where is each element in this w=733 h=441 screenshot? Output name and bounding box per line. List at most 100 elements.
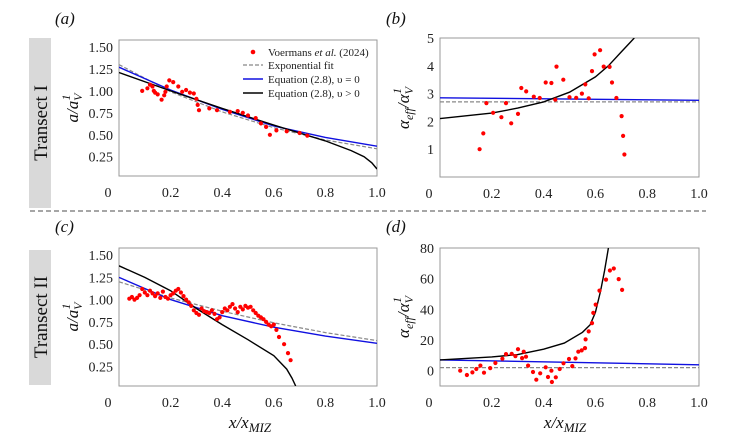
y-tick-label: 0.75 [89,107,114,122]
data-point [619,114,624,119]
data-point [209,308,214,313]
data-point [464,372,469,378]
panel-label-a: (a) [55,9,75,28]
data-point [499,115,504,120]
panel-label-d: (d) [386,217,406,236]
data-point [267,132,272,137]
data-point [227,304,232,309]
data-point [500,356,505,361]
data-point [591,310,596,315]
y-axis-label-b: αeff/αV1 [390,85,416,129]
data-point [297,130,302,136]
x-tick-label: 0 [105,396,112,411]
data-point [155,92,160,97]
y-tick-label: 0.25 [89,151,114,166]
x-tick-label: 0.2 [483,187,501,202]
data-point [537,95,542,101]
y-tick-label: 1.25 [89,63,114,78]
x-tick-label: 0.2 [483,396,501,411]
data-point [212,311,217,316]
x-axis-label-d: x/xMIZ [543,413,587,435]
data-point [576,349,581,354]
data-point [589,69,595,74]
data-point [493,360,498,366]
y-tick-label: 4 [427,60,434,75]
transect-1-label: Transect I [31,85,52,161]
y-tick-label: 40 [420,303,434,318]
legend-label-eq0: Equation (2.8), υ = 0 [268,74,360,86]
data-point [158,295,163,300]
x-tick-label: 0 [426,187,433,202]
data-point [583,337,588,342]
data-point [478,363,483,368]
x-tick-label: 0.8 [638,187,656,202]
plot-frame [118,247,378,387]
x-tick-label: 0 [105,186,112,201]
data-point [538,371,543,376]
data-point [164,84,169,89]
equation-vpos-line [440,248,610,361]
data-point [189,303,194,308]
data-point [567,95,572,100]
y-tick-label: 1.50 [89,41,114,56]
data-point [611,266,616,271]
data-point [509,121,514,126]
data-point [477,147,482,152]
data-point [227,109,232,114]
data-point [583,82,588,87]
data-point [191,91,196,96]
plot-frame [118,39,378,177]
data-point [474,366,479,372]
panel-d: 0 0.2 0.4 0.6 0.8 1.0 0 20 40 60 80 [420,242,708,411]
data-point [187,90,192,95]
data-point [543,80,548,85]
data-point [521,349,526,354]
equation-vpos-line [119,71,377,170]
x-tick-label: 0.2 [162,186,180,201]
data-point [561,77,566,82]
x-tick-label: 0.8 [317,396,335,411]
y-tick-label: 2 [427,115,434,130]
data-point [155,291,160,296]
data-point [233,306,238,311]
data-point [274,128,279,133]
panel-label-b: (b) [386,9,406,28]
transect-2-label: Transect II [31,276,52,358]
data-point [589,321,595,326]
panel-c: 0 0.2 0.4 0.6 0.8 1.0 0.25 0.50 0.75 1.00 1.25 1.50 [89,247,386,411]
data-point [235,310,240,315]
data-point [586,96,591,101]
x-tick-label: 0.6 [587,187,605,202]
data-point [523,354,529,359]
data-point [513,354,518,359]
data-point [531,94,536,99]
data-point [276,334,282,340]
y-tick-label: 1.00 [89,294,114,309]
data-point [545,374,551,380]
data-point [470,370,475,375]
data-point [225,308,230,313]
data-point [186,300,191,305]
data-point [570,364,575,369]
data-point [207,310,212,316]
data-point [601,64,606,69]
data-point [194,96,199,101]
data-point [614,95,619,101]
data-point [142,290,147,295]
data-point [554,64,559,69]
panel-b: 0 0.2 0.4 0.6 0.8 1.0 1 2 3 4 5 [426,32,708,202]
equation-vpos-line [440,38,635,120]
exponential-fit-line [119,281,377,342]
x-tick-label: 0.8 [317,186,335,201]
x-tick-label: 0.6 [265,396,283,411]
data-point [288,358,293,363]
y-axis-label-a: a/aV1 [59,92,85,123]
data-point [549,379,555,385]
panel-a: 0 0.2 0.4 0.6 0.8 1.0 0.25 0.50 0.75 1.00 1.25 1.50 [89,39,386,201]
data-point [245,113,251,118]
x-tick-label: 0.4 [535,396,553,411]
x-tick-label: 0.6 [587,396,605,411]
y-tick-label: 3 [427,88,434,103]
data-point [162,93,167,98]
